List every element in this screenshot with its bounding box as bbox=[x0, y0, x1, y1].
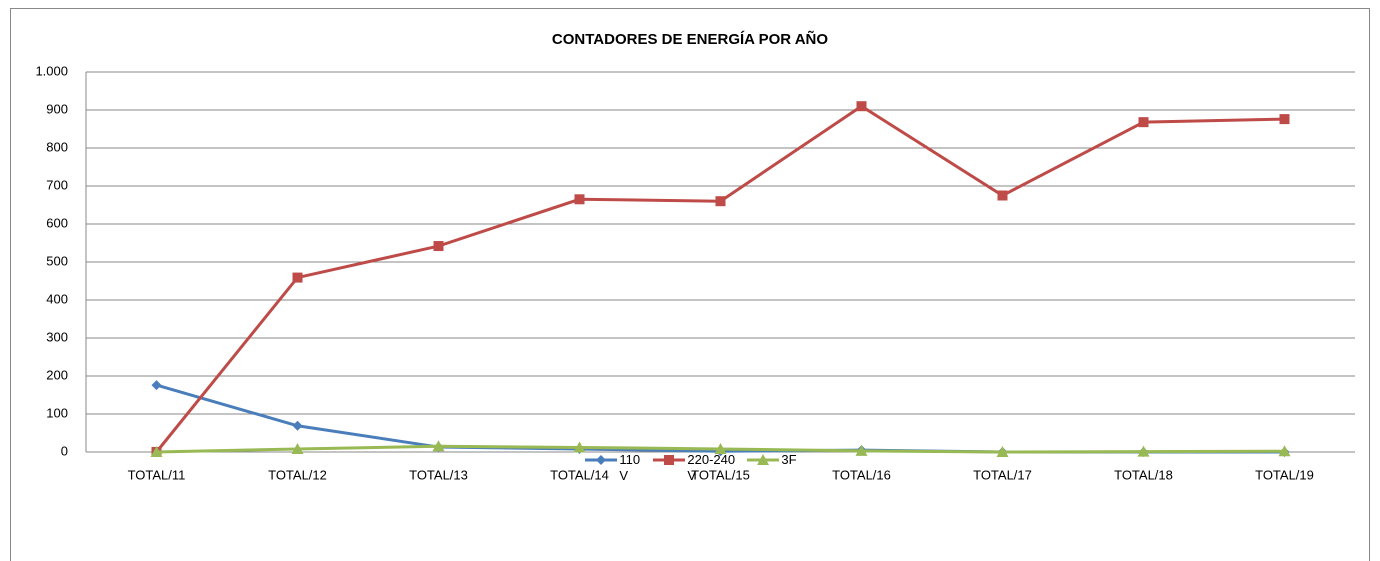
y-tick-label: 400 bbox=[46, 291, 68, 306]
marker bbox=[715, 196, 726, 207]
marker bbox=[1138, 117, 1149, 128]
x-tick-label: TOTAL/11 bbox=[128, 467, 186, 482]
marker bbox=[292, 272, 303, 283]
marker bbox=[573, 441, 586, 453]
marker bbox=[574, 194, 585, 205]
marker bbox=[1278, 445, 1291, 457]
y-tick-label: 300 bbox=[46, 329, 68, 344]
y-tick-label: 900 bbox=[46, 101, 68, 116]
x-tick-label: TOTAL/17 bbox=[973, 467, 1032, 482]
legend-label: 3F bbox=[781, 452, 797, 467]
y-tick-label: 800 bbox=[46, 139, 68, 154]
marker bbox=[433, 241, 444, 252]
marker bbox=[855, 444, 868, 456]
x-tick-label: TOTAL/18 bbox=[1114, 467, 1173, 482]
chart-border bbox=[10, 8, 1370, 561]
legend-swatch bbox=[747, 454, 780, 465]
legend-swatch bbox=[653, 455, 686, 465]
x-tick-label: TOTAL/13 bbox=[409, 467, 468, 482]
legend-label: 110 V bbox=[619, 452, 641, 483]
y-tick-label: 1.000 bbox=[35, 63, 68, 78]
x-tick-label: TOTAL/15 bbox=[691, 467, 750, 482]
marker bbox=[1279, 114, 1290, 125]
x-tick-label: TOTAL/12 bbox=[268, 467, 327, 482]
series-line bbox=[156, 383, 1285, 454]
marker bbox=[1137, 445, 1150, 457]
legend-marker bbox=[757, 454, 770, 465]
legend-item: 3F bbox=[745, 452, 797, 484]
y-tick-label: 700 bbox=[46, 177, 68, 192]
y-tick-label: 500 bbox=[46, 253, 68, 268]
series-line bbox=[155, 104, 1285, 453]
legend-item: 110 V bbox=[583, 452, 645, 484]
legend-marker bbox=[664, 455, 675, 465]
legend-swatch bbox=[585, 455, 618, 465]
x-tick-label: TOTAL/19 bbox=[1255, 467, 1314, 482]
marker bbox=[291, 442, 304, 454]
chart-title: CONTADORES DE ENERGÍA POR AÑO bbox=[552, 30, 828, 48]
marker bbox=[714, 442, 727, 454]
marker bbox=[996, 446, 1009, 457]
x-tick-label: TOTAL/16 bbox=[832, 467, 891, 482]
y-tick-label: 600 bbox=[46, 215, 68, 230]
marker bbox=[997, 190, 1008, 201]
legend-label: 220-240 V bbox=[687, 452, 736, 483]
y-tick-label: 100 bbox=[46, 405, 68, 420]
marker bbox=[151, 380, 162, 391]
y-tick-label: 0 bbox=[61, 443, 68, 458]
marker bbox=[292, 420, 303, 431]
legend-item: 220-240 V bbox=[651, 452, 739, 484]
legend: 110 V 220-240 V 3F bbox=[0, 452, 1380, 484]
marker bbox=[432, 440, 445, 452]
x-tick-label: TOTAL/14 bbox=[550, 467, 609, 482]
marker bbox=[856, 101, 867, 112]
marker bbox=[150, 446, 163, 457]
legend-marker bbox=[596, 455, 607, 465]
y-tick-label: 200 bbox=[46, 367, 68, 382]
